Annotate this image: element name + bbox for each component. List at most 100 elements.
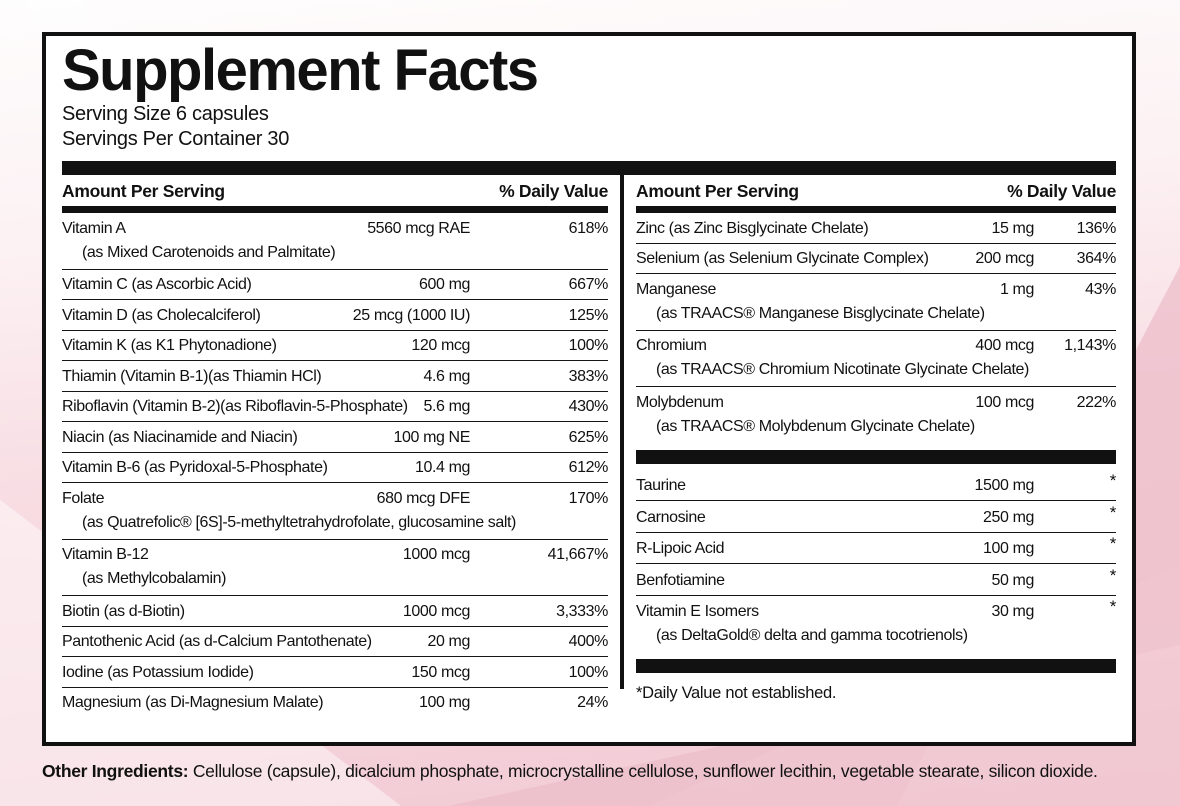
nutrient-name: Molybdenum — [636, 393, 724, 411]
nutrient-daily-value: 400% — [568, 633, 609, 650]
nutrient-daily-value: 24% — [577, 694, 608, 711]
nutrient-daily-value: 618% — [568, 219, 609, 237]
nutrient-name: Vitamin E Isomers — [636, 603, 759, 620]
nutrient-amount: 400 mcg — [975, 337, 1034, 354]
nutrient-source-subline: (as DeltaGold® delta and gamma tocotrien… — [656, 627, 968, 644]
section-divider-bar — [62, 161, 1116, 175]
nutrient-name: Vitamin D (as Cholecalciferol) — [62, 306, 261, 324]
nutrient-row: Manganese 1 mg 43% (as TRAACS® Manganese Bi… — [636, 274, 1116, 331]
nutrient-daily-value: 100% — [568, 663, 609, 681]
header-divider-bar — [62, 206, 608, 213]
nutrient-name: Taurine — [636, 477, 686, 494]
nutrient-amount: 10.4 mg — [414, 459, 470, 476]
nutrient-name: Vitamin B-6 (as Pyridoxal-5-Phosphate) — [62, 459, 328, 476]
daily-value-header: % Daily Value — [499, 181, 608, 201]
nutrient-source-subline: (as Quatrefolic® [6S]-5-methyltetrahydro… — [82, 513, 516, 531]
nutrient-name: Magnesium (as Di-Magnesium Malate) — [62, 694, 324, 711]
column-header-right: Amount Per Serving % Daily Value — [636, 175, 1116, 206]
nutrient-daily-value: 667% — [568, 276, 609, 293]
other-ingredients-text: Cellulose (capsule), dicalcium phosphate… — [188, 761, 1098, 781]
supplement-facts-panel: Supplement Facts Serving Size 6 capsules… — [42, 32, 1136, 746]
nutrient-daily-value: 612% — [568, 459, 609, 476]
nutrient-daily-value: * — [1109, 565, 1117, 585]
nutrient-amount: 100 mcg — [975, 393, 1034, 411]
nutrient-name: Vitamin C (as Ascorbic Acid) — [62, 276, 252, 293]
nutrient-daily-value: 383% — [568, 367, 609, 385]
daily-value-footnote: *Daily Value not established. — [636, 684, 837, 702]
nutrient-daily-value: * — [1109, 471, 1117, 490]
nutrient-amount: 15 mg — [991, 219, 1035, 237]
nutrient-name: Vitamin A — [62, 219, 126, 237]
nutrient-amount: 5560 mcg RAE — [367, 219, 470, 237]
nutrient-amount: 1000 mcg — [402, 602, 470, 620]
nutrient-amount: 30 mg — [991, 603, 1035, 620]
nutrient-row: Molybdenum 100 mcg 222% (as TRAACS® Molybde… — [636, 387, 1116, 443]
nutrient-row: Vitamin A 5560 mcg RAE 618% (as Mixed Carot… — [62, 213, 608, 270]
nutrient-amount: 5.6 mg — [423, 398, 470, 415]
nutrient-name: Biotin (as d-Biotin) — [62, 602, 185, 620]
nutrient-row: Thiamin (Vitamin B-1)(as Thiamin HCl) 4.6… — [62, 361, 608, 392]
nutrient-rows-right: Zinc (as Zinc Bisglycinate Chelate) 15 mg… — [636, 213, 1116, 703]
nutrient-name: Riboflavin (Vitamin B-2)(as Riboflavin-5… — [62, 398, 408, 415]
other-ingredients-label: Other Ingredients: — [42, 761, 189, 781]
nutrient-name: Manganese — [636, 280, 717, 298]
nutrient-source-subline: (as Mixed Carotenoids and Palmitate) — [82, 243, 336, 261]
nutrient-row: Niacin (as Niacinamide and Niacin) 100 mg… — [62, 422, 608, 453]
nutrient-daily-value: 170% — [568, 489, 609, 507]
nutrient-row: Benfotiamine 50 mg * — [636, 564, 1116, 596]
column-divider — [620, 175, 624, 689]
section-divider-bar — [636, 449, 1116, 464]
panel-title: Supplement Facts — [62, 38, 539, 103]
nutrient-name: Folate — [62, 489, 105, 507]
nutrient-row: Taurine 1500 mg * — [636, 470, 1117, 501]
nutrient-row: Magnesium (as Di-Magnesium Malate) 100 mg… — [62, 688, 608, 718]
nutrient-name: Benfotiamine — [636, 571, 725, 589]
nutrient-amount: 680 mcg DFE — [376, 489, 471, 507]
nutrient-row: Zinc (as Zinc Bisglycinate Chelate) 15 mg… — [636, 213, 1116, 244]
nutrient-amount: 100 mg — [983, 540, 1034, 557]
nutrient-daily-value: 136% — [1076, 219, 1117, 237]
nutrient-amount: 50 mg — [991, 571, 1035, 589]
nutrient-amount: 100 mg NE — [393, 428, 471, 446]
nutrient-row: R-Lipoic Acid 100 mg * — [636, 533, 1116, 564]
nutrient-name: Vitamin B-12 — [62, 546, 149, 563]
nutrient-amount: 1500 mg — [974, 477, 1035, 494]
nutrient-amount: 600 mg — [419, 276, 470, 293]
nutrient-row: Vitamin D (as Cholecalciferol) 25 mcg (10… — [62, 300, 608, 331]
nutrient-daily-value: 41,667% — [547, 546, 609, 563]
nutrient-row: Pantothenic Acid (as d-Calcium Pantothen… — [62, 627, 609, 657]
nutrient-rows-left: Vitamin A 5560 mcg RAE 618% (as Mixed Carot… — [62, 213, 608, 717]
nutrient-name: Niacin (as Niacinamide and Niacin) — [62, 428, 298, 446]
nutrient-row: Iodine (as Potassium Iodide) 150 mcg 100% — [62, 657, 608, 688]
daily-value-header: % Daily Value — [1007, 181, 1116, 201]
nutrient-name: Iodine (as Potassium Iodide) — [62, 663, 254, 681]
nutrient-daily-value: 364% — [1076, 250, 1117, 267]
nutrient-row: Riboflavin (Vitamin B-2)(as Riboflavin-5… — [62, 392, 608, 422]
nutrient-row: Chromium 400 mcg 1,143% (as TRAACS® Chromiu… — [636, 331, 1116, 387]
nutrient-row: Folate 680 mcg DFE 170% (as Quatrefolic® [6… — [62, 483, 608, 540]
nutrient-daily-value: 1,143% — [1064, 337, 1116, 354]
nutrient-name: Chromium — [636, 337, 707, 354]
nutrient-name: Selenium (as Selenium Glycinate Complex) — [636, 250, 929, 267]
nutrient-amount: 120 mcg — [411, 337, 470, 354]
amount-per-serving-header: Amount Per Serving — [62, 181, 225, 201]
nutrient-row: Carnosine 250 mg * — [636, 501, 1116, 533]
nutrient-amount: 100 mg — [419, 694, 470, 711]
nutrient-row: Vitamin B-12 1000 mcg 41,667% (as Methylcob… — [62, 540, 609, 596]
nutrient-row: Vitamin K (as K1 Phytonadione) 120 mcg 100… — [62, 331, 608, 361]
nutrient-source-subline: (as TRAACS® Chromium Nicotinate Glycinat… — [656, 361, 1029, 378]
nutrient-amount: 1 mg — [1000, 280, 1034, 298]
nutrient-row: Vitamin E Isomers 30 mg * (as DeltaGold® de… — [636, 596, 1116, 653]
other-ingredients-line: Other Ingredients: Cellulose (capsule), … — [42, 760, 1142, 782]
nutrient-name: Vitamin K (as K1 Phytonadione) — [62, 337, 277, 354]
column-header-left: Amount Per Serving % Daily Value — [62, 175, 608, 206]
nutrient-row: Biotin (as d-Biotin) 1000 mcg 3,333% — [62, 596, 608, 627]
nutrient-name: Pantothenic Acid (as d-Calcium Pantothen… — [62, 633, 372, 650]
nutrient-source-subline: (as TRAACS® Manganese Bisglycinate Chela… — [656, 304, 985, 322]
section-divider-bar — [636, 659, 1116, 673]
nutrient-row: Vitamin C (as Ascorbic Acid) 600 mg 667% — [62, 270, 609, 300]
nutrient-amount: 4.6 mg — [423, 367, 470, 385]
nutrient-column-left: Amount Per Serving % Daily Value Vitamin… — [62, 175, 608, 711]
nutrient-daily-value: * — [1109, 597, 1117, 616]
nutrient-name: Thiamin (Vitamin B-1)(as Thiamin HCl) — [62, 367, 322, 385]
